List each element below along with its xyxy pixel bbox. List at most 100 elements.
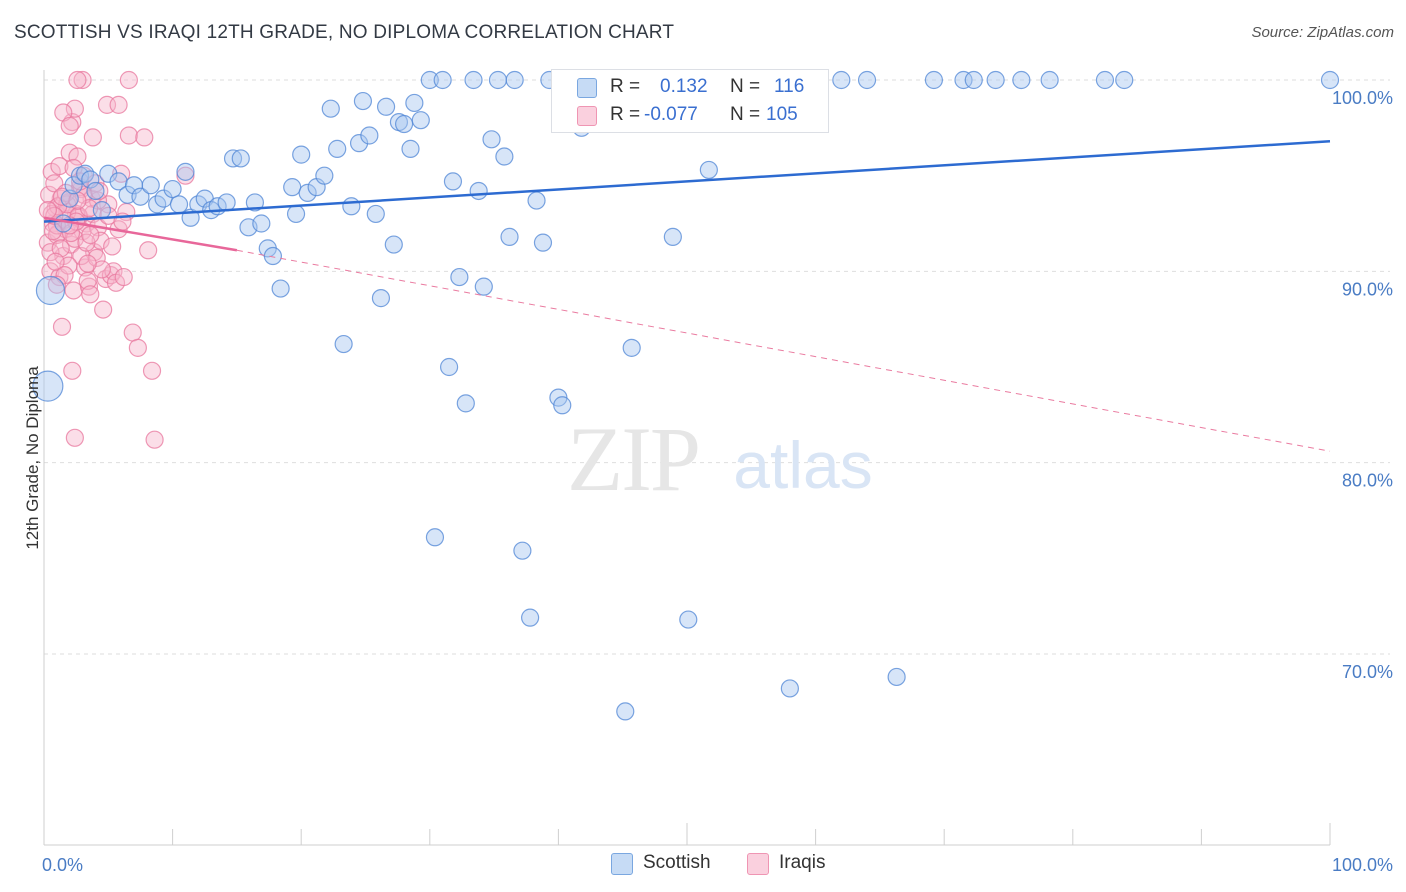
- legend-row-scottish: R = 0.132 N = 116: [552, 72, 828, 102]
- data-point: [482, 130, 501, 149]
- data-point: [1320, 70, 1340, 90]
- data-point: [349, 134, 369, 153]
- data-point: [964, 70, 983, 90]
- data-point: [141, 176, 160, 195]
- data-point: [376, 97, 396, 116]
- bottom-legend-label-iraqis: Iraqis: [779, 852, 826, 873]
- legend-r-value: 0.132: [660, 76, 708, 97]
- data-point: [223, 149, 243, 168]
- data-point: [131, 187, 150, 206]
- data-point: [47, 275, 66, 294]
- data-point: [52, 317, 72, 336]
- axes: [43, 70, 1331, 846]
- data-point: [425, 528, 445, 547]
- legend-n-value: 116: [774, 76, 805, 97]
- tick-labels: 100.0% 90.0% 80.0% 70.0% 0.0% 100.0%: [42, 88, 1393, 875]
- data-point: [61, 223, 81, 243]
- data-point: [68, 147, 87, 166]
- data-point: [371, 289, 391, 308]
- data-point: [139, 241, 158, 260]
- data-point: [78, 254, 97, 273]
- trend-line-iraqis: [43, 216, 238, 252]
- data-point: [401, 139, 420, 158]
- data-point: [283, 178, 302, 197]
- data-point: [87, 248, 106, 268]
- y-tick-label: 80.0%: [1342, 471, 1393, 491]
- data-point: [411, 111, 430, 130]
- data-point: [384, 235, 403, 254]
- data-point: [292, 145, 311, 164]
- watermark-zip: ZIP: [567, 408, 699, 510]
- trend-lines: [43, 139, 1331, 452]
- data-point: [663, 227, 682, 246]
- data-point: [780, 679, 799, 698]
- data-point: [123, 323, 142, 342]
- data-point: [54, 214, 73, 233]
- data-point: [315, 166, 334, 185]
- legend-n-label: N =: [730, 76, 761, 97]
- data-point: [51, 239, 70, 258]
- legend-r-label: R =: [610, 76, 641, 97]
- correlation-legend: R = 0.132 N = 116 R = -0.077 N = 105: [551, 69, 829, 133]
- data-point: [334, 334, 353, 354]
- data-point: [321, 99, 340, 118]
- data-point: [91, 231, 110, 250]
- data-point: [887, 667, 906, 687]
- data-point: [46, 252, 65, 271]
- y-tick-label: 70.0%: [1342, 662, 1393, 682]
- data-point: [145, 430, 164, 449]
- data-point: [38, 201, 57, 220]
- data-point: [469, 181, 488, 201]
- x-tick-label: 100.0%: [1332, 855, 1393, 875]
- data-point: [405, 93, 424, 113]
- data-point: [366, 204, 385, 224]
- data-point: [245, 193, 265, 212]
- series-iraqis-points: [38, 70, 195, 449]
- watermark-atlas: atlas: [733, 428, 872, 502]
- data-point: [163, 179, 182, 199]
- data-point: [271, 279, 290, 298]
- data-point: [505, 70, 524, 90]
- data-point: [328, 139, 347, 158]
- data-point: [135, 128, 154, 147]
- data-point: [464, 70, 483, 90]
- data-point: [35, 275, 66, 306]
- y-tick-label: 90.0%: [1342, 279, 1393, 299]
- x-tick-label: 0.0%: [42, 855, 83, 875]
- data-point: [86, 181, 105, 201]
- data-point: [924, 70, 944, 90]
- data-point: [119, 70, 138, 90]
- data-point: [81, 225, 100, 245]
- data-point: [176, 166, 195, 185]
- data-point: [55, 266, 74, 285]
- data-point: [1012, 70, 1031, 90]
- data-point: [119, 126, 138, 145]
- data-point: [81, 170, 100, 189]
- data-point: [553, 396, 572, 415]
- data-point: [103, 237, 122, 256]
- data-point: [169, 195, 189, 214]
- data-point: [41, 243, 60, 262]
- data-point: [500, 227, 519, 246]
- data-point: [114, 267, 133, 287]
- data-point: [32, 370, 64, 402]
- legend-swatch-scottish: [577, 78, 597, 98]
- series-scottish-points: [32, 70, 1340, 721]
- chart-source: Source: ZipAtlas.com: [1251, 24, 1394, 41]
- data-point: [679, 610, 698, 629]
- data-point: [73, 70, 92, 90]
- legend-swatch-iraqis: [577, 106, 597, 126]
- data-point: [298, 183, 317, 202]
- data-point: [488, 70, 508, 90]
- data-point: [231, 149, 250, 168]
- data-point: [176, 162, 195, 181]
- data-point: [64, 176, 83, 195]
- data-point: [217, 193, 236, 212]
- data-point: [94, 300, 113, 319]
- data-point: [263, 246, 283, 266]
- data-point: [286, 204, 306, 224]
- data-point: [954, 70, 973, 90]
- data-point: [986, 70, 1005, 90]
- trend-line-iraqis-extension: [236, 249, 1331, 452]
- data-point: [622, 338, 641, 357]
